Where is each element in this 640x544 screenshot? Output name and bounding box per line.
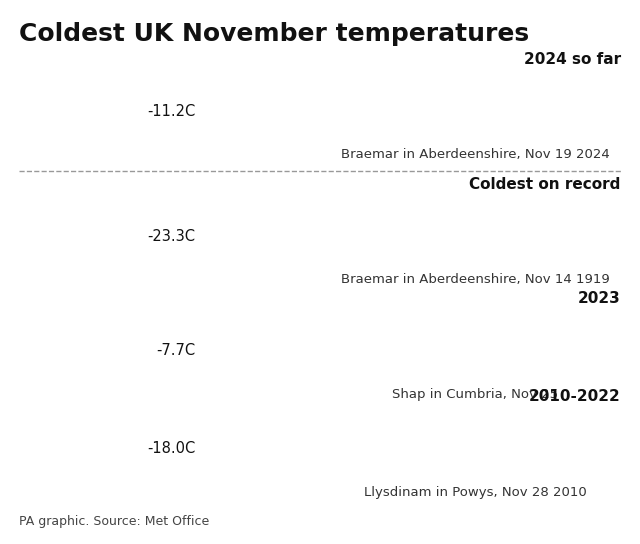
Text: Braemar in Aberdeenshire, Nov 14 1919: Braemar in Aberdeenshire, Nov 14 1919	[341, 274, 609, 286]
Text: -7.7C: -7.7C	[156, 343, 195, 358]
Text: 2010-2022: 2010-2022	[529, 389, 621, 404]
Text: Shap in Cumbria, Nov 25: Shap in Cumbria, Nov 25	[392, 387, 558, 400]
Text: -18.0C: -18.0C	[147, 441, 195, 456]
Text: -23.3C: -23.3C	[147, 229, 195, 244]
Text: PA graphic. Source: Met Office: PA graphic. Source: Met Office	[19, 515, 209, 528]
Text: Coldest UK November temperatures: Coldest UK November temperatures	[19, 22, 529, 46]
Text: Braemar in Aberdeenshire, Nov 19 2024: Braemar in Aberdeenshire, Nov 19 2024	[341, 149, 609, 161]
Text: 2024 so far: 2024 so far	[524, 52, 621, 66]
Text: Coldest on record: Coldest on record	[469, 177, 621, 192]
Text: Llysdinam in Powys, Nov 28 2010: Llysdinam in Powys, Nov 28 2010	[364, 486, 587, 498]
Text: 2023: 2023	[578, 291, 621, 306]
Text: -11.2C: -11.2C	[147, 104, 195, 119]
